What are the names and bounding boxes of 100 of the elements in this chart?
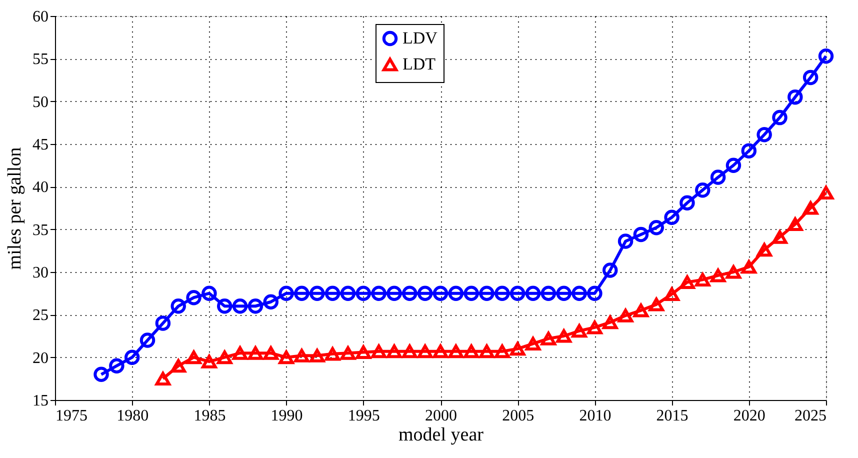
y-tick-label: 25 — [32, 307, 48, 324]
point — [432, 286, 448, 301]
point — [618, 234, 634, 249]
x-tick-label: 1990 — [270, 408, 303, 424]
legend-label: LDT — [402, 54, 436, 74]
point — [726, 265, 742, 279]
point — [386, 344, 402, 358]
point — [202, 286, 217, 301]
point — [140, 332, 156, 348]
point — [494, 286, 510, 301]
x-tick-label: 2000 — [425, 408, 457, 424]
point — [310, 348, 325, 362]
point — [756, 127, 772, 142]
point — [710, 170, 726, 185]
point — [818, 186, 834, 200]
x-tick-label: 1975 — [56, 408, 88, 424]
point — [818, 48, 834, 64]
point — [278, 286, 294, 301]
point — [494, 344, 510, 358]
point — [340, 346, 356, 360]
point — [324, 347, 340, 361]
point — [248, 298, 264, 314]
point — [602, 316, 618, 330]
point — [232, 298, 248, 314]
x-axis-title: model year — [398, 424, 484, 446]
point — [772, 110, 788, 126]
x-tick-label: 1985 — [194, 408, 226, 424]
point — [294, 286, 310, 301]
point — [232, 346, 248, 360]
point — [324, 286, 340, 301]
point — [417, 344, 433, 358]
point — [772, 230, 788, 244]
point — [479, 344, 494, 358]
point — [356, 286, 372, 301]
x-tick-label: 1995 — [348, 408, 380, 424]
point — [510, 342, 526, 356]
y-tick-label: 45 — [32, 136, 48, 154]
point — [417, 286, 433, 301]
point — [788, 217, 803, 232]
point — [741, 260, 757, 274]
point — [263, 294, 279, 310]
point — [340, 286, 356, 301]
y-tick-label: 15 — [32, 392, 48, 410]
x-tick-label: 1980 — [116, 408, 149, 424]
point — [248, 346, 264, 360]
point — [525, 286, 541, 301]
point — [788, 89, 803, 105]
point — [572, 286, 587, 301]
point — [756, 243, 772, 257]
point — [155, 316, 171, 331]
point — [170, 298, 186, 314]
point — [710, 268, 726, 282]
x-tick-label: 2020 — [733, 408, 766, 424]
point — [540, 286, 556, 301]
point — [602, 262, 618, 278]
point — [802, 201, 818, 215]
point — [664, 210, 680, 225]
point — [572, 324, 587, 338]
point — [464, 286, 479, 301]
point — [386, 286, 402, 301]
point — [402, 286, 418, 301]
point — [402, 344, 418, 358]
point — [556, 329, 572, 343]
point — [802, 70, 818, 86]
point — [155, 372, 171, 386]
point — [648, 220, 664, 236]
point — [278, 350, 294, 364]
point — [633, 304, 649, 318]
y-axis-title: miles per gallon — [4, 146, 26, 270]
point — [371, 286, 386, 301]
y-tick-label: 30 — [32, 264, 48, 282]
point — [202, 354, 217, 368]
point — [556, 286, 572, 301]
y-tick-label: 35 — [32, 222, 48, 239]
point — [94, 366, 109, 382]
y-tick-label: 55 — [32, 51, 48, 68]
point — [618, 308, 634, 322]
point — [680, 195, 695, 210]
point — [294, 348, 310, 362]
point — [109, 358, 124, 374]
point — [186, 290, 202, 306]
point — [726, 158, 742, 173]
point — [448, 286, 464, 301]
point — [432, 344, 448, 358]
point — [216, 350, 232, 364]
y-tick-label: 50 — [32, 94, 48, 111]
point — [741, 143, 757, 158]
point — [356, 345, 372, 360]
point — [664, 287, 680, 301]
point — [587, 320, 602, 334]
point — [525, 336, 541, 350]
point — [540, 332, 556, 346]
x-tick-label: 2025 — [794, 408, 826, 424]
point — [371, 344, 386, 358]
point — [510, 286, 526, 301]
point — [448, 344, 464, 358]
y-tick-label: 40 — [32, 179, 48, 196]
point — [124, 350, 140, 365]
point — [633, 226, 649, 242]
y-tick-label: 20 — [32, 350, 48, 367]
